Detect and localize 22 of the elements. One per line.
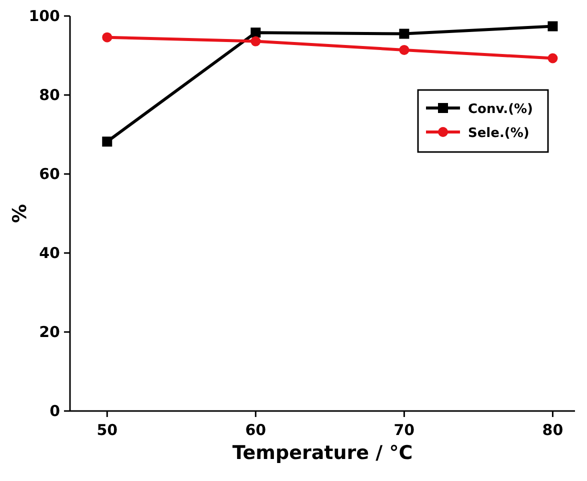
legend-label: Conv.(%) bbox=[468, 102, 533, 117]
x-tick-label: 70 bbox=[394, 421, 415, 439]
y-tick-label: 60 bbox=[39, 165, 60, 183]
y-tick-label: 0 bbox=[50, 402, 60, 420]
point bbox=[399, 44, 410, 55]
x-tick-label: 80 bbox=[542, 421, 564, 439]
y-tick-label: 40 bbox=[39, 244, 60, 262]
y-tick-label: 20 bbox=[39, 323, 60, 341]
point bbox=[548, 53, 558, 64]
x-tick-label: 60 bbox=[245, 421, 266, 439]
point bbox=[399, 28, 410, 39]
point bbox=[102, 32, 112, 42]
x-tick-label: 50 bbox=[96, 421, 118, 439]
y-tick-label: 80 bbox=[39, 86, 60, 104]
y-axis-title: % bbox=[9, 204, 31, 224]
point bbox=[102, 136, 112, 147]
legend-label: Sele.(%) bbox=[468, 126, 530, 141]
y-tick-label: 100 bbox=[28, 7, 60, 25]
point bbox=[250, 36, 261, 46]
point bbox=[250, 28, 261, 38]
point bbox=[548, 21, 558, 32]
x-axis-title: Temperature / °C bbox=[232, 442, 413, 464]
